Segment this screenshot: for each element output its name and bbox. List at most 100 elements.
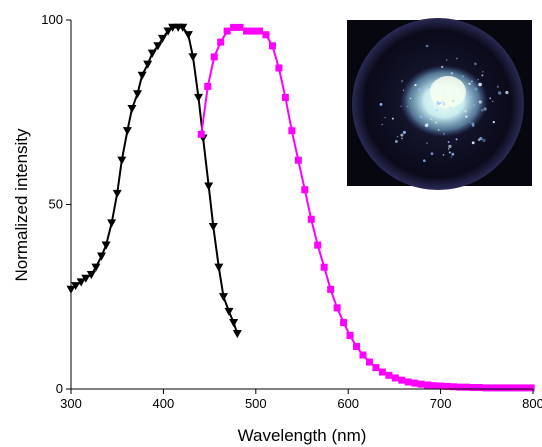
speckle	[434, 105, 438, 109]
speckle	[478, 100, 482, 104]
speckle	[434, 121, 438, 124]
speckle	[477, 78, 479, 81]
series-1-point	[183, 31, 193, 40]
speckle	[407, 106, 409, 108]
series-1-point	[188, 53, 198, 62]
speckle	[445, 59, 448, 61]
series-2-point	[521, 384, 529, 392]
speckle	[461, 75, 465, 78]
series-2-point	[262, 31, 270, 39]
series-1-point	[178, 23, 188, 32]
speckle	[452, 99, 455, 102]
series-2-point	[223, 27, 231, 35]
speckle	[482, 71, 484, 73]
speckle	[430, 118, 432, 121]
speckle	[447, 148, 450, 150]
inset-photo	[347, 18, 532, 190]
x-tick-label: 400	[153, 396, 175, 411]
speckle	[455, 138, 458, 141]
speckle	[414, 84, 417, 87]
speckle	[447, 141, 450, 143]
speckle	[381, 123, 384, 126]
series-2-point	[475, 384, 483, 392]
series-2-point	[353, 343, 361, 351]
series-2-point	[391, 374, 399, 382]
speckle	[456, 57, 458, 60]
series-1-point	[214, 263, 224, 272]
series-2-point	[508, 384, 516, 392]
series-2-point	[236, 23, 244, 31]
speckle	[474, 62, 477, 66]
speckle	[430, 152, 434, 156]
series-2-point	[314, 241, 322, 249]
series-1-point	[143, 60, 153, 69]
series-2-point	[307, 215, 315, 223]
series-1-point	[204, 182, 214, 191]
speckle	[448, 151, 451, 154]
series-2-point	[327, 285, 335, 293]
series-2-point	[294, 156, 302, 164]
speckle	[489, 97, 492, 100]
x-tick-label: 600	[337, 396, 359, 411]
series-2-point	[204, 82, 212, 90]
series-2-point	[424, 381, 432, 389]
series-2-point	[320, 263, 328, 271]
series-1-point	[91, 263, 101, 272]
speckle	[436, 101, 439, 104]
speckle	[455, 109, 458, 112]
speckle	[436, 103, 439, 106]
series-2-point	[346, 331, 354, 339]
series-2-point	[488, 384, 496, 392]
speckle	[471, 141, 475, 145]
series-2-point	[450, 383, 458, 391]
series-2-point	[268, 42, 276, 50]
speckle	[481, 74, 484, 77]
speckle	[409, 97, 412, 100]
x-tick-label: 500	[245, 396, 267, 411]
series-1-line	[70, 26, 239, 334]
speckle	[450, 106, 452, 109]
speckle	[396, 135, 399, 138]
speckle	[400, 133, 404, 137]
series-2-point	[249, 27, 257, 35]
speckle	[469, 121, 472, 124]
speckle	[447, 105, 451, 108]
speckle	[465, 86, 468, 88]
series-2-point	[404, 378, 412, 386]
speckle	[441, 65, 444, 69]
series-2-point	[527, 384, 535, 392]
series-2-point	[462, 383, 470, 391]
speckle	[460, 123, 462, 126]
series-2-point	[217, 38, 225, 46]
speckle	[498, 91, 502, 95]
series-1-point	[76, 278, 86, 287]
series-2-point	[385, 371, 393, 379]
speckle	[465, 115, 468, 118]
speckle	[435, 109, 438, 112]
series-2-point	[456, 383, 464, 391]
speckle	[464, 110, 467, 113]
speckle	[423, 159, 426, 162]
y-axis-title: Normalized intensity	[12, 128, 31, 282]
series-1-point	[81, 274, 91, 283]
x-tick-label: 700	[430, 396, 452, 411]
series-2-point	[301, 186, 309, 194]
series-1-point	[127, 104, 137, 114]
y-tick-label: 50	[49, 197, 63, 212]
x-tick-label: 800	[522, 396, 542, 411]
y-tick-label: 100	[41, 12, 63, 27]
speckle	[442, 102, 446, 106]
speckle	[426, 142, 428, 144]
speckle	[425, 44, 429, 48]
series-1-point	[122, 127, 132, 136]
speckle	[472, 103, 476, 107]
series-2-point	[514, 384, 522, 392]
series-1-point	[117, 156, 127, 165]
speckle	[477, 138, 481, 141]
speckle	[492, 100, 494, 103]
speckle	[424, 123, 429, 128]
series-1-point	[133, 90, 143, 99]
speckle	[395, 140, 398, 143]
series-2-point	[275, 64, 283, 72]
